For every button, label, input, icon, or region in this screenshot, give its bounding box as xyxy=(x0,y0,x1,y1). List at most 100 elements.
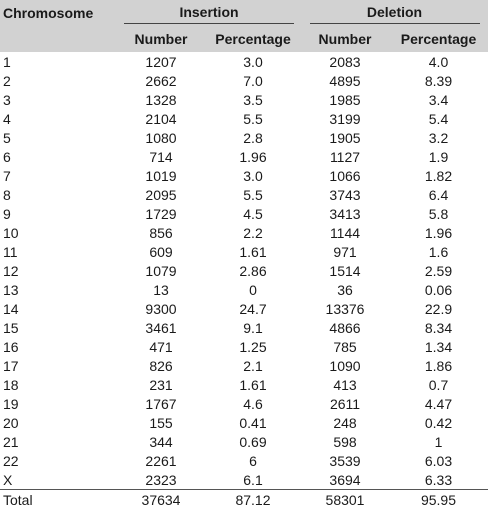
cell-del-percentage: 1.9 xyxy=(389,147,488,166)
cell-del-percentage: 0.7 xyxy=(389,375,488,394)
cell-del-percentage: 22.9 xyxy=(389,299,488,318)
total-cell-ins-number: 37634 xyxy=(117,490,205,509)
cell-ins-number: 3461 xyxy=(117,318,205,337)
cell-ins-number: 2104 xyxy=(117,109,205,128)
cell-del-percentage: 5.8 xyxy=(389,204,488,223)
header-group-row: Chromosome Insertion Deletion xyxy=(0,0,488,26)
cell-del-number: 4866 xyxy=(301,318,389,337)
cell-del-number: 3539 xyxy=(301,451,389,470)
cell-del-percentage: 1.34 xyxy=(389,337,488,356)
total-cell-del-number: 58301 xyxy=(301,490,389,509)
cell-ins-percentage: 4.6 xyxy=(205,394,301,413)
cell-ins-percentage: 9.1 xyxy=(205,318,301,337)
cell-ins-number: 1080 xyxy=(117,128,205,147)
cell-ins-number: 856 xyxy=(117,223,205,242)
cell-ins-percentage: 2.2 xyxy=(205,223,301,242)
cell-del-number: 1090 xyxy=(301,356,389,375)
cell-del-percentage: 0.06 xyxy=(389,280,488,299)
cell-del-percentage: 6.33 xyxy=(389,470,488,490)
cell-del-number: 4895 xyxy=(301,71,389,90)
cell-chromosome: 10 xyxy=(0,223,117,242)
cell-ins-percentage: 4.5 xyxy=(205,204,301,223)
cell-chromosome: 12 xyxy=(0,261,117,280)
cell-del-number: 3199 xyxy=(301,109,389,128)
cell-ins-percentage: 1.61 xyxy=(205,375,301,394)
total-cell-del-percentage: 95.95 xyxy=(389,490,488,509)
cell-chromosome: 7 xyxy=(0,166,117,185)
cell-chromosome: 21 xyxy=(0,432,117,451)
cell-ins-number: 2323 xyxy=(117,470,205,490)
cell-ins-percentage: 2.86 xyxy=(205,261,301,280)
cell-del-number: 598 xyxy=(301,432,389,451)
header-empty-cell xyxy=(0,26,117,52)
header-del-percentage: Percentage xyxy=(389,26,488,52)
cell-chromosome: 15 xyxy=(0,318,117,337)
cell-del-number: 2611 xyxy=(301,394,389,413)
cell-del-percentage: 6.4 xyxy=(389,185,488,204)
cell-ins-percentage: 0.41 xyxy=(205,413,301,432)
cell-del-number: 971 xyxy=(301,242,389,261)
cell-chromosome: 14 xyxy=(0,299,117,318)
cell-chromosome: 18 xyxy=(0,375,117,394)
total-cell-ins-percentage: 87.12 xyxy=(205,490,301,509)
cell-ins-number: 471 xyxy=(117,337,205,356)
header-ins-number: Number xyxy=(117,26,205,52)
cell-ins-percentage: 3.0 xyxy=(205,166,301,185)
cell-ins-percentage: 1.96 xyxy=(205,147,301,166)
cell-ins-percentage: 6 xyxy=(205,451,301,470)
table-header: Chromosome Insertion Deletion Number Per… xyxy=(0,0,488,52)
cell-del-percentage: 3.2 xyxy=(389,128,488,147)
cell-del-number: 1985 xyxy=(301,90,389,109)
cell-ins-percentage: 5.5 xyxy=(205,185,301,204)
total-cell-chromosome: Total xyxy=(0,490,117,509)
cell-ins-number: 714 xyxy=(117,147,205,166)
cell-ins-percentage: 1.25 xyxy=(205,337,301,356)
cell-chromosome: 16 xyxy=(0,337,117,356)
cell-del-percentage: 1.86 xyxy=(389,356,488,375)
cell-del-number: 3743 xyxy=(301,185,389,204)
cell-chromosome: 3 xyxy=(0,90,117,109)
cell-del-number: 2083 xyxy=(301,52,389,71)
cell-del-percentage: 2.59 xyxy=(389,261,488,280)
cell-ins-percentage: 1.61 xyxy=(205,242,301,261)
cell-del-percentage: 1.6 xyxy=(389,242,488,261)
header-chromosome: Chromosome xyxy=(0,0,117,26)
cell-del-number: 785 xyxy=(301,337,389,356)
cell-del-percentage: 4.47 xyxy=(389,394,488,413)
cell-del-number: 3694 xyxy=(301,470,389,490)
cell-ins-percentage: 2.1 xyxy=(205,356,301,375)
cell-chromosome: 20 xyxy=(0,413,117,432)
cell-chromosome: 4 xyxy=(0,109,117,128)
cell-ins-number: 13 xyxy=(117,280,205,299)
cell-del-percentage: 8.34 xyxy=(389,318,488,337)
cell-del-number: 1514 xyxy=(301,261,389,280)
cell-chromosome: 1 xyxy=(0,52,117,71)
cell-ins-number: 344 xyxy=(117,432,205,451)
cell-chromosome: 5 xyxy=(0,128,117,147)
cell-del-number: 3413 xyxy=(301,204,389,223)
cell-del-percentage: 5.4 xyxy=(389,109,488,128)
header-deletion: Deletion xyxy=(310,3,480,24)
header-insertion-group: Insertion xyxy=(117,0,301,26)
